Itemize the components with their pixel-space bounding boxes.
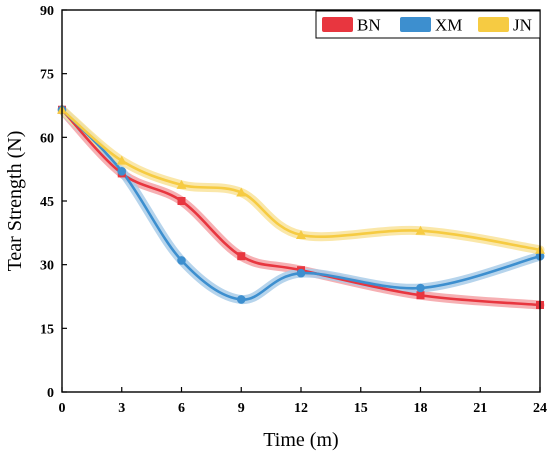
y-tick-label: 45 bbox=[40, 195, 54, 210]
legend-swatch-xm bbox=[400, 17, 431, 32]
y-tick-label: 15 bbox=[40, 322, 54, 337]
legend-label-jn: JN bbox=[513, 16, 532, 35]
x-tick-label: 24 bbox=[533, 401, 547, 416]
data-point-xm-18 bbox=[416, 283, 425, 293]
legend-label-xm: XM bbox=[435, 16, 462, 35]
data-point-jn-6 bbox=[176, 179, 187, 189]
legend-swatch-jn bbox=[478, 17, 509, 32]
plot-frame bbox=[61, 9, 541, 393]
x-tick-label: 18 bbox=[414, 401, 428, 416]
y-tick-label: 30 bbox=[40, 259, 54, 274]
legend-item-bn: BN bbox=[322, 16, 381, 35]
legend-item-xm: XM bbox=[400, 16, 462, 35]
data-point-xm-3 bbox=[117, 166, 127, 176]
data-point-jn-18 bbox=[415, 225, 426, 235]
y-tick-label: 75 bbox=[40, 68, 54, 83]
data-point-jn-12 bbox=[296, 229, 306, 239]
y-tick-label: 0 bbox=[47, 386, 54, 401]
legend-swatch-bn bbox=[322, 17, 353, 32]
series-markers bbox=[57, 104, 545, 309]
x-tick-label: 3 bbox=[118, 401, 125, 416]
x-tick-label: 15 bbox=[354, 401, 368, 416]
x-axis: 0 3 6 9 12 15 18 21 24 bbox=[59, 387, 547, 416]
y-tick-label: 90 bbox=[40, 4, 54, 19]
data-point-xm-9 bbox=[236, 295, 246, 304]
chart-legend: BN XM JN bbox=[315, 10, 541, 39]
y-axis-title: Tear Strength (N) bbox=[4, 131, 26, 272]
data-point-xm-6 bbox=[177, 256, 186, 265]
x-tick-label: 12 bbox=[294, 401, 308, 416]
x-tick-label: 21 bbox=[473, 401, 487, 416]
legend-item-jn: JN bbox=[478, 16, 532, 35]
data-point-bn-18 bbox=[416, 291, 425, 300]
data-point-bn-6 bbox=[177, 197, 186, 205]
x-axis-title: Time (m) bbox=[263, 429, 338, 451]
data-point-jn-3 bbox=[116, 155, 127, 165]
y-axis: 0 15 30 45 60 75 90 bbox=[40, 4, 67, 401]
x-tick-label: 9 bbox=[238, 401, 245, 416]
data-point-xm-12 bbox=[296, 268, 306, 278]
x-tick-label: 0 bbox=[59, 401, 66, 416]
data-point-jn-9 bbox=[236, 187, 247, 197]
x-tick-label: 6 bbox=[178, 401, 185, 416]
legend-label-bn: BN bbox=[357, 16, 381, 35]
data-point-bn-9 bbox=[237, 252, 246, 261]
y-tick-label: 60 bbox=[40, 131, 54, 146]
